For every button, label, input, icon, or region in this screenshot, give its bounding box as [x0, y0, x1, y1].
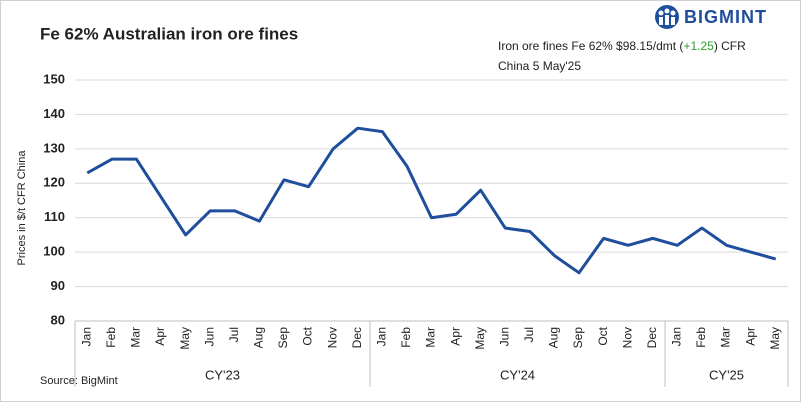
logo-text: BIGMINT: [684, 7, 767, 27]
x-tick-label: Feb: [104, 327, 118, 348]
x-tick-label: Apr: [153, 327, 167, 346]
group-label: CY'23: [205, 367, 240, 382]
x-tick-label: Jan: [79, 327, 93, 346]
y-tick-label: 130: [43, 140, 65, 155]
y-tick-label: 90: [51, 278, 65, 293]
x-tick-label: Jan: [374, 327, 388, 346]
x-tick-label: May: [473, 327, 487, 350]
x-tick-label: Mar: [424, 327, 438, 348]
x-tick-label: Jun: [202, 327, 216, 346]
x-tick-label: Mar: [129, 327, 143, 348]
source: Source: BigMint: [40, 375, 118, 387]
y-tick-label: 80: [51, 312, 65, 327]
y-tick-label: 100: [43, 244, 65, 259]
x-tick-label: Oct: [301, 326, 315, 345]
x-tick-label: Jul: [522, 327, 536, 342]
x-tick-label: Dec: [350, 327, 364, 348]
x-tick-label: Nov: [620, 327, 634, 348]
x-tick-label: Apr: [448, 327, 462, 346]
x-tick-label: Mar: [719, 327, 733, 348]
y-tick-label: 110: [44, 209, 65, 224]
group-label: CY'24: [500, 367, 535, 382]
annotation-text: ) CFR: [714, 39, 746, 53]
x-tick-label: Nov: [325, 327, 339, 348]
x-tick-label: Aug: [547, 327, 561, 348]
x-tick-label: Jun: [497, 327, 511, 346]
logo-icon: [655, 5, 679, 29]
y-tick-label: 150: [43, 71, 65, 86]
chart-title: Fe 62% Australian iron ore fines: [40, 24, 298, 43]
group-label: CY'25: [709, 367, 744, 382]
annotation-change: +1.25: [683, 39, 714, 53]
x-tick-label: May: [178, 327, 192, 350]
y-tick-label: 140: [43, 106, 65, 121]
x-tick-label: Feb: [399, 327, 413, 348]
x-tick-label: Dec: [645, 327, 659, 348]
x-tick-label: Feb: [694, 327, 708, 348]
x-tick-label: May: [768, 327, 782, 350]
x-tick-label: Sep: [276, 327, 290, 349]
y-axis-label: Prices in $/t CFR China: [16, 150, 28, 266]
x-tick-label: Aug: [252, 327, 266, 348]
x-tick-label: Jul: [227, 327, 241, 342]
annotation: Iron ore fines Fe 62% $98.15/dmt (+1.25)…: [498, 39, 746, 53]
x-tick-label: Oct: [596, 326, 610, 345]
x-tick-label: Apr: [743, 327, 757, 346]
annotation-text: Iron ore fines Fe 62% $98.15/dmt (: [498, 39, 683, 53]
x-tick-label: Jan: [670, 327, 684, 346]
annotation-text: China 5 May'25: [498, 59, 581, 73]
x-tick-label: Sep: [571, 327, 585, 349]
data-line: [86, 126, 777, 275]
y-tick-label: 120: [43, 175, 65, 190]
